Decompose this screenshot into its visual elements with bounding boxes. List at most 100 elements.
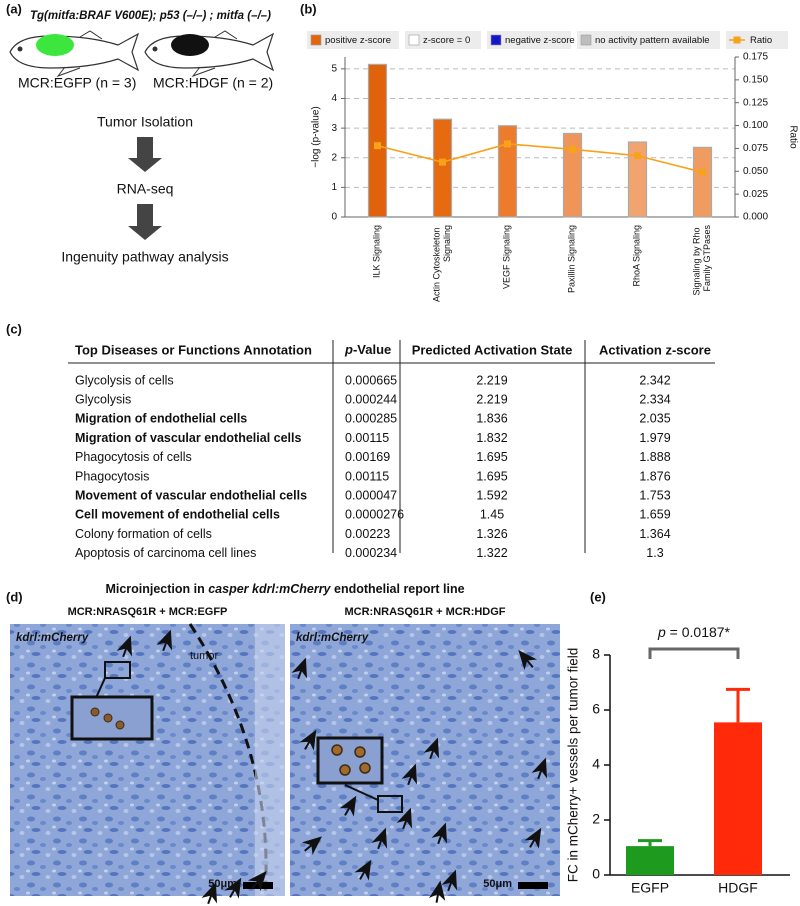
y-tick-label: 4 <box>331 93 337 104</box>
table-header: p-Value <box>344 342 391 357</box>
table-cell: 0.000244 <box>345 392 397 406</box>
inset-vessel <box>115 720 125 730</box>
vessel-arrow <box>301 836 322 856</box>
vessel-arrow <box>396 807 413 830</box>
bar <box>367 63 388 218</box>
y2-tick-label: 0.175 <box>743 52 768 63</box>
inset-link <box>344 784 379 801</box>
y2-tick-label: 0.125 <box>743 97 768 108</box>
ratio-line <box>377 143 703 173</box>
vessel-arrow <box>371 827 388 850</box>
y2-tick-label: 0.100 <box>743 120 768 131</box>
stain-label: kdrl:mCherry <box>296 632 369 644</box>
y-axis-label: FC in mCherry+ vessels per tumor field <box>566 648 581 882</box>
inset-vessel <box>331 744 343 756</box>
vessel-arrow <box>524 827 542 849</box>
bar <box>692 146 713 218</box>
step-label: Ingenuity pathway analysis <box>61 249 228 265</box>
y-tick-label: 2 <box>592 811 600 827</box>
title-part: casper kdrl:mCherry <box>208 582 331 596</box>
x-tick-label: Actin Cytoskeleton Signaling <box>432 225 453 302</box>
table-cell: 0.000665 <box>345 373 397 387</box>
table-cell: Apoptosis of carcinoma cell lines <box>75 546 256 560</box>
x-tick-label: HDGF <box>718 880 758 896</box>
table-cell: 1.592 <box>476 488 507 502</box>
stroma <box>255 624 285 896</box>
panel-d: (d) Microinjection in casper kdrl:mCherry… <box>6 582 560 905</box>
legend-background <box>307 31 399 49</box>
table-cell: 2.219 <box>476 392 507 406</box>
legend-swatch <box>310 34 322 46</box>
fish-fin <box>191 66 216 78</box>
inset-vessel <box>359 762 371 774</box>
vessel-arrow <box>156 629 173 652</box>
x-tick-label: RhoA Signaling <box>632 225 642 287</box>
step-arrow <box>128 204 162 240</box>
y2-tick-label: 0.025 <box>743 189 768 200</box>
y2-tick-label: 0.075 <box>743 143 768 154</box>
vessel-arrow <box>247 871 267 892</box>
bar <box>497 125 518 218</box>
table-cell: 1.832 <box>476 431 507 445</box>
table-cell: 0.000234 <box>345 546 397 560</box>
table-cell: 0.00223 <box>345 527 390 541</box>
vessel-arrow <box>354 859 372 881</box>
legend-background <box>577 31 720 49</box>
vessel-arrow <box>531 757 548 780</box>
table-header: Activation z-score <box>599 342 711 357</box>
table-cell: 2.035 <box>639 412 670 426</box>
group-label: MCR:HDGF (n = 2) <box>153 75 273 91</box>
bar <box>432 118 453 218</box>
title-part: endothelial report line <box>331 582 465 596</box>
y-tick-label: 4 <box>592 756 600 772</box>
legend-marker <box>733 36 741 44</box>
panel-a: (a) Tg(mitfa:BRAF V600E); p53 (–/–) ; mit… <box>6 1 275 265</box>
y-tick-label: 3 <box>331 123 337 134</box>
vessel-arrow <box>441 869 458 892</box>
roi-box <box>104 661 131 679</box>
group-label: MCR:EGFP (n = 3) <box>18 75 136 91</box>
fish-fin <box>214 30 238 40</box>
table-cell: Colony formation of cells <box>75 527 212 541</box>
fish-body <box>144 32 275 72</box>
table-cell: 0.00169 <box>345 450 390 464</box>
table-cell: 1.888 <box>639 450 670 464</box>
bar <box>562 132 583 218</box>
x-tick-label: ILK Signaling <box>372 225 382 278</box>
vessel-arrow <box>339 795 357 817</box>
y-tick-label: 5 <box>331 63 337 74</box>
legend-label: positive z-score <box>325 35 391 46</box>
table-cell: 0.000285 <box>345 412 397 426</box>
condition-label: MCR:NRASQ61R + MCR:EGFP <box>68 606 228 618</box>
fish <box>9 30 140 78</box>
region-label: tumor <box>190 650 218 662</box>
table-cell: 1.979 <box>639 431 670 445</box>
condition-label: MCR:NRASQ61R + MCR:HDGF <box>344 606 505 618</box>
x-tick-label: Paxillin Signaling <box>567 225 577 293</box>
table-cell: 1.836 <box>476 412 507 426</box>
y-tick-label: 0 <box>331 212 337 223</box>
legend-label: Ratio <box>750 35 772 46</box>
vessel-arrow <box>423 737 440 760</box>
table-cell: 0.00115 <box>345 431 389 445</box>
x-tick-label: Signaling by Rho Family GTPases <box>692 225 713 296</box>
table-cell: Glycolysis of cells <box>75 373 174 387</box>
panel-label: (e) <box>590 589 606 604</box>
legend-background <box>726 31 788 49</box>
ratio-marker <box>439 158 446 166</box>
legend-background <box>487 31 571 49</box>
table-cell: 2.334 <box>639 392 670 406</box>
vessel-arrow <box>518 650 538 671</box>
vessel-arrow <box>116 635 133 658</box>
annotation: p = 0.0187* <box>657 624 731 640</box>
vessel-arrow <box>401 763 418 786</box>
y-tick-label: 1 <box>331 182 337 193</box>
table-header: Top Diseases or Functions Annotation <box>75 342 312 357</box>
inset <box>316 736 384 785</box>
vessel-arrow <box>201 882 218 905</box>
fish-eye <box>152 46 158 52</box>
table-cell: Phagocytosis <box>75 469 149 483</box>
table-cell: 1.45 <box>480 508 504 522</box>
ratio-marker <box>634 152 641 160</box>
legend-label: no activity pattern available <box>595 35 710 46</box>
